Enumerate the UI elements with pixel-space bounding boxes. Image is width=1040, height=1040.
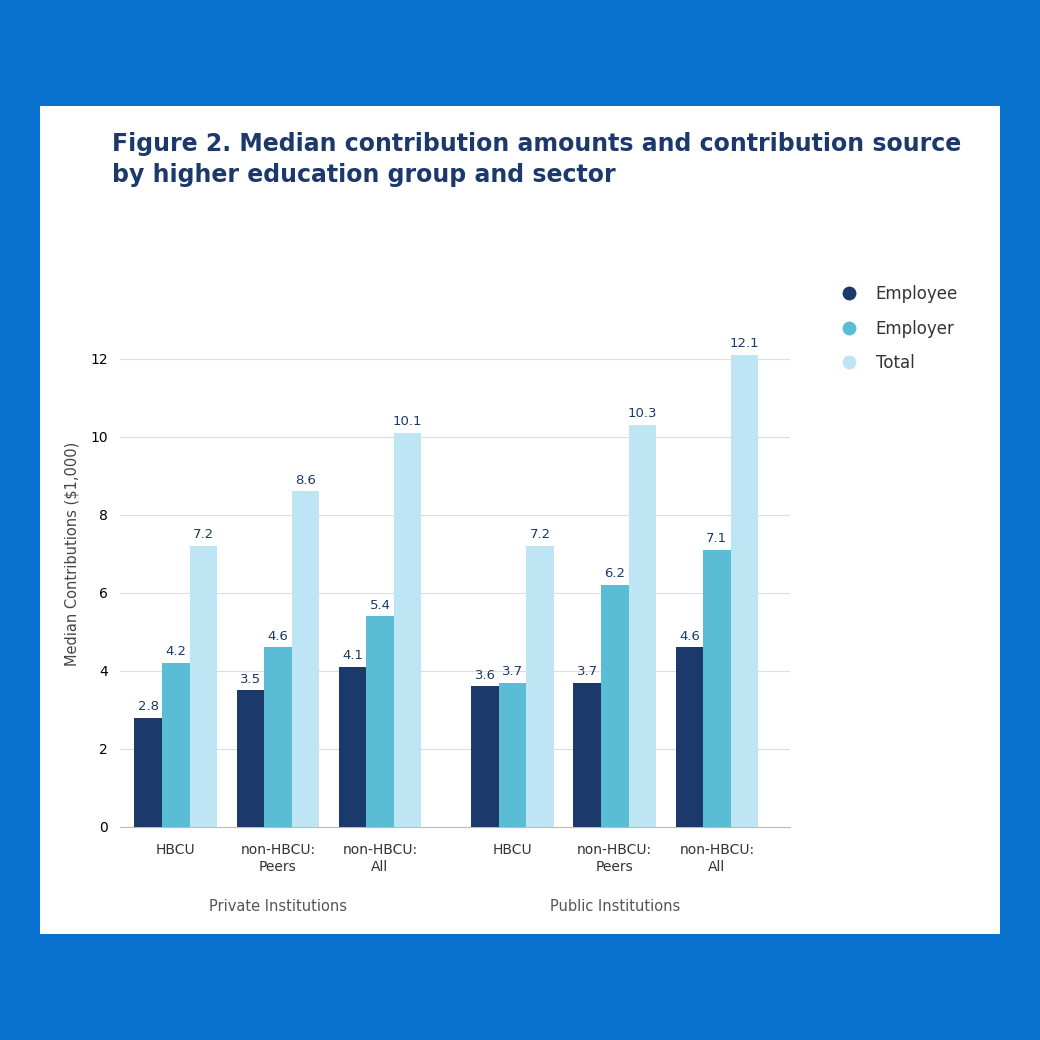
Bar <box>236 691 264 827</box>
Y-axis label: Median Contributions ($1,000): Median Contributions ($1,000) <box>64 442 79 666</box>
Text: 4.1: 4.1 <box>342 649 363 662</box>
Text: 4.6: 4.6 <box>267 629 288 643</box>
Bar <box>134 718 162 827</box>
Text: 7.2: 7.2 <box>529 528 551 541</box>
Bar <box>366 616 394 827</box>
Bar <box>601 584 628 827</box>
Bar <box>499 682 526 827</box>
Bar <box>264 647 291 827</box>
Text: Private Institutions: Private Institutions <box>209 899 347 914</box>
Text: 3.5: 3.5 <box>240 673 261 685</box>
Bar <box>394 433 421 827</box>
Text: 5.4: 5.4 <box>369 598 390 612</box>
Bar <box>731 355 758 827</box>
Bar <box>628 425 656 827</box>
Text: 12.1: 12.1 <box>730 337 759 350</box>
Text: 7.1: 7.1 <box>706 532 727 545</box>
Text: 7.2: 7.2 <box>192 528 214 541</box>
Text: 3.7: 3.7 <box>576 665 598 678</box>
Bar <box>471 686 499 827</box>
Text: 6.2: 6.2 <box>604 568 625 580</box>
Bar <box>189 546 217 827</box>
Bar <box>526 546 554 827</box>
Text: 2.8: 2.8 <box>137 700 159 713</box>
Text: 10.1: 10.1 <box>393 415 422 428</box>
Bar <box>162 664 189 827</box>
Text: Figure 2. Median contribution amounts and contribution source
by higher educatio: Figure 2. Median contribution amounts an… <box>112 132 962 187</box>
Text: 4.6: 4.6 <box>679 629 700 643</box>
Legend: Employee, Employer, Total: Employee, Employer, Total <box>826 279 964 379</box>
Text: 8.6: 8.6 <box>295 474 316 487</box>
Text: 3.7: 3.7 <box>502 665 523 678</box>
Bar <box>676 647 703 827</box>
Bar <box>703 550 731 827</box>
Text: Public Institutions: Public Institutions <box>550 899 680 914</box>
Text: 3.6: 3.6 <box>474 669 496 682</box>
Text: 10.3: 10.3 <box>627 408 657 420</box>
Bar <box>291 492 319 827</box>
Text: 4.2: 4.2 <box>165 645 186 658</box>
Bar <box>573 682 601 827</box>
Bar <box>339 667 366 827</box>
